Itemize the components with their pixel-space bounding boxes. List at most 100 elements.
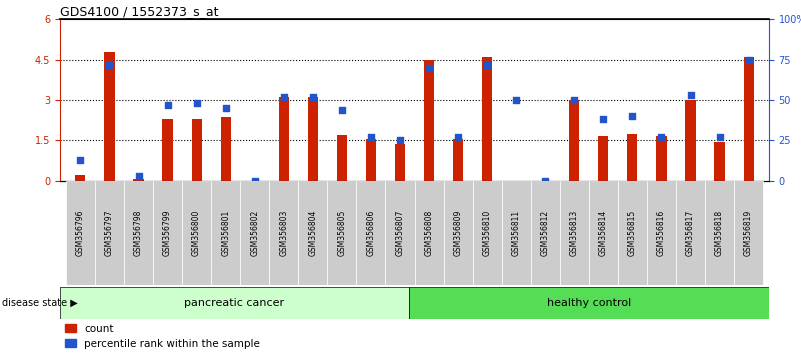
Point (393, 137, 406, 143)
Bar (75, 175, 86, 181)
Text: GSM356800: GSM356800 (192, 210, 201, 256)
Point (190, 101, 203, 106)
Text: healthy control: healthy control (547, 298, 631, 308)
Bar (163, 119, 173, 181)
Text: GSM356819: GSM356819 (744, 210, 753, 256)
Bar (220, 118, 231, 181)
Point (161, 102, 174, 108)
Point (336, 107, 348, 113)
Bar (705, 181, 734, 285)
Bar (560, 181, 589, 285)
Bar (424, 60, 434, 181)
Bar (395, 144, 405, 181)
Bar (366, 139, 376, 181)
Bar (153, 181, 182, 285)
Point (539, 178, 552, 183)
Bar (336, 135, 347, 181)
Bar (191, 119, 202, 181)
Bar (269, 181, 298, 285)
Text: GSM356798: GSM356798 (134, 210, 143, 256)
Bar (656, 136, 666, 181)
Text: GSM356813: GSM356813 (570, 210, 579, 256)
Bar (279, 97, 289, 181)
Text: pancreatic cancer: pancreatic cancer (184, 298, 284, 308)
Point (219, 105, 232, 111)
Text: GSM356807: GSM356807 (396, 210, 405, 256)
Point (568, 97, 581, 103)
Bar (743, 57, 754, 181)
Bar (308, 97, 318, 181)
Point (132, 173, 145, 178)
Text: GSM356811: GSM356811 (512, 210, 521, 256)
Bar (104, 52, 115, 181)
Text: GSM356806: GSM356806 (366, 210, 376, 256)
Bar (60, 287, 409, 319)
Bar (589, 181, 618, 285)
Bar (473, 181, 501, 285)
Legend: count, percentile rank within the sample: count, percentile rank within the sample (66, 324, 260, 349)
Point (509, 97, 522, 103)
Bar (385, 181, 415, 285)
Bar (415, 181, 444, 285)
Bar (598, 136, 609, 181)
Bar (570, 100, 579, 181)
Bar (531, 181, 560, 285)
Point (684, 92, 697, 98)
Bar (647, 181, 676, 285)
Point (423, 65, 436, 71)
Point (452, 134, 465, 140)
Text: GSM356797: GSM356797 (105, 210, 114, 256)
Bar (482, 57, 493, 181)
Point (655, 134, 668, 140)
Point (307, 94, 320, 99)
Bar (686, 100, 695, 181)
Bar (240, 181, 269, 285)
Bar (409, 287, 769, 319)
Bar (211, 181, 240, 285)
Text: GSM356809: GSM356809 (453, 210, 463, 256)
Bar (124, 181, 153, 285)
Point (626, 113, 639, 119)
Point (481, 62, 493, 67)
Point (597, 116, 610, 122)
Bar (627, 133, 638, 181)
Bar (734, 181, 763, 285)
Bar (356, 181, 385, 285)
Bar (676, 181, 705, 285)
Bar (95, 181, 124, 285)
Point (743, 57, 755, 63)
Text: GSM356815: GSM356815 (628, 210, 637, 256)
Bar (501, 181, 531, 285)
Text: GSM356802: GSM356802 (250, 210, 260, 256)
Point (277, 94, 290, 99)
Point (713, 134, 726, 140)
Bar (444, 181, 473, 285)
Text: GSM356799: GSM356799 (163, 210, 172, 256)
Bar (66, 181, 95, 285)
Text: GSM356805: GSM356805 (337, 210, 346, 256)
Bar (714, 142, 725, 181)
Text: GSM356818: GSM356818 (715, 210, 724, 256)
Text: GSM356801: GSM356801 (221, 210, 230, 256)
Text: GSM356796: GSM356796 (76, 210, 85, 256)
Text: GSM356804: GSM356804 (308, 210, 317, 256)
Text: GSM356812: GSM356812 (541, 210, 549, 256)
Point (103, 62, 116, 67)
Text: GSM356814: GSM356814 (599, 210, 608, 256)
Bar (453, 139, 463, 181)
Text: GSM356803: GSM356803 (280, 210, 288, 256)
Bar (328, 181, 356, 285)
Text: GSM356808: GSM356808 (425, 210, 433, 256)
Bar (618, 181, 647, 285)
Text: GSM356810: GSM356810 (483, 210, 492, 256)
Bar (134, 179, 143, 181)
Text: GSM356817: GSM356817 (686, 210, 695, 256)
Bar (182, 181, 211, 285)
Point (364, 134, 377, 140)
Text: GDS4100 / 1552373_s_at: GDS4100 / 1552373_s_at (60, 5, 219, 18)
Point (74, 157, 87, 162)
Bar (298, 181, 328, 285)
Point (248, 178, 261, 183)
Text: disease state ▶: disease state ▶ (2, 298, 78, 308)
Text: GSM356816: GSM356816 (657, 210, 666, 256)
